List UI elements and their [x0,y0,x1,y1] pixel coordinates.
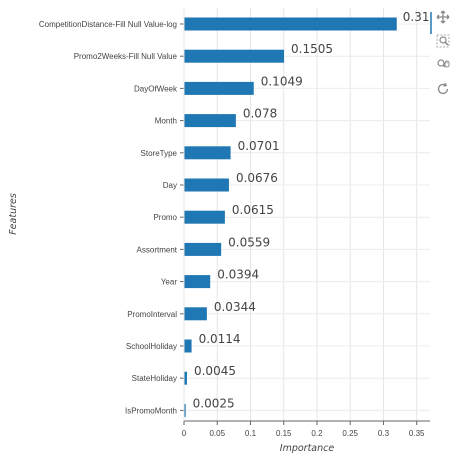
bar [184,242,222,256]
category-labels: CompetitionDistance-Fill Null Value-log P… [39,20,184,415]
category-label: StoreType [141,149,178,158]
bar [184,275,211,289]
category-label: IsPromoMonth [125,406,177,415]
bar [184,17,397,31]
bar [184,371,187,385]
box-zoom-icon[interactable] [434,32,452,50]
category-label: Assortment [137,245,178,254]
bar [184,403,186,417]
x-tick-label: 0.1 [245,429,257,438]
bar [184,146,231,160]
category-label: DayOfWeek [134,84,178,93]
x-tick-label: 0.15 [276,429,292,438]
x-axis-title: Importance [280,443,335,454]
bar [184,178,229,192]
data-label: 0.0114 [199,332,241,346]
bar [184,81,254,95]
data-label: 0.078 [243,107,277,121]
category-label: Promo2Weeks-Fill Null Value [74,52,178,61]
chart-toolbar [434,8,454,104]
category-label: Month [155,117,177,126]
category-label: PromoInterval [127,310,177,319]
data-label: 0.0025 [193,396,235,410]
data-label: 0.0676 [236,171,278,185]
data-label: 0.0701 [238,139,280,153]
data-label: 0.1049 [261,74,303,88]
value-labels: 0.31 0.1505 0.1049 0.078 0.0701 0.0676 0.0615 0… [193,10,430,410]
data-label: 0.1505 [291,42,333,56]
x-tick-label: 0.05 [209,429,225,438]
category-label: CompetitionDistance-Fill Null Value-log [39,20,177,29]
x-tick-label: 0.3 [378,429,390,438]
x-tick-label: 0 [182,429,187,438]
bar [184,307,207,321]
pan-icon[interactable] [434,8,452,26]
bar [184,49,285,63]
data-label: 0.0394 [217,268,259,282]
category-label: Year [161,278,178,287]
data-label: 0.0559 [228,235,270,249]
bar [184,114,236,128]
category-label: Day [163,181,177,190]
x-tick-label: 0.25 [342,429,358,438]
category-label: StateHoliday [132,374,177,383]
data-label: 0.0344 [214,300,256,314]
y-axis-title: Features [8,193,19,235]
bar [184,339,192,353]
x-axis: 0 0.05 0.1 0.15 0.2 0.25 0.3 0.35 [182,12,432,438]
category-label: Promo [153,213,177,222]
wheel-zoom-icon[interactable] [434,56,452,74]
x-tick-label: 0.35 [409,429,425,438]
data-label: 0.0045 [194,364,236,378]
data-label: 0.0615 [232,203,274,217]
data-label: 0.31 [403,10,430,24]
x-tick-label: 0.2 [311,429,323,438]
bars [184,17,397,417]
bar [184,210,225,224]
category-label: SchoolHoliday [126,342,177,351]
reset-icon[interactable] [434,80,452,98]
